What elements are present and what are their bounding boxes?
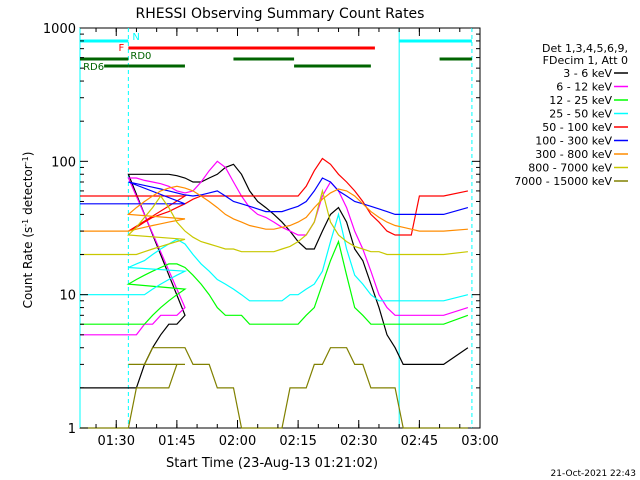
x-tick-label: 01:45 bbox=[158, 434, 195, 449]
y-axis-label-sup2: -1 bbox=[21, 156, 30, 164]
annotation-label-n: N bbox=[132, 32, 139, 43]
series-line-6 bbox=[80, 185, 468, 232]
chart-title: RHESSI Observing Summary Count Rates bbox=[136, 6, 425, 22]
x-tick-label: 02:00 bbox=[219, 434, 256, 449]
x-tick-label: 03:00 bbox=[461, 434, 498, 449]
y-axis: 1 10 100 1000 bbox=[43, 22, 480, 437]
y-axis-label-group: Count Rate (s-1 detector-1) bbox=[21, 152, 36, 309]
annotation-label-rd6: RD6 bbox=[83, 62, 104, 73]
y-tick-label: 10 bbox=[59, 289, 76, 304]
legend-label: 3 - 6 keV bbox=[563, 67, 612, 80]
legend-header-line2: FDecim 1, Att 0 bbox=[543, 54, 628, 67]
annotation-label-rd0: RD0 bbox=[130, 51, 151, 62]
footer-timestamp: 21-Oct-2021 22:43 bbox=[551, 469, 636, 479]
y-tick-label: 1000 bbox=[43, 22, 76, 37]
y-axis-label-main: Count Rate (s bbox=[21, 227, 35, 309]
legend-header-line1: Det 1,3,4,5,6,9, bbox=[542, 42, 628, 55]
y-axis-label-mid: detector bbox=[21, 164, 35, 219]
legend: Det 1,3,4,5,6,9, FDecim 1, Att 0 3 - 6 k… bbox=[514, 42, 628, 188]
legend-label: 6 - 12 keV bbox=[556, 81, 612, 94]
y-tick-label: 1 bbox=[68, 422, 76, 437]
legend-label: 100 - 300 keV bbox=[535, 135, 612, 148]
x-axis-label: Start Time (23-Aug-13 01:21:02) bbox=[166, 456, 378, 471]
y-axis-label: Count Rate (s-1 detector-1) bbox=[21, 152, 36, 309]
legend-label: 7000 - 15000 keV bbox=[514, 175, 612, 188]
y-axis-label-sup1: -1 bbox=[21, 219, 30, 227]
x-tick-label: 02:15 bbox=[279, 434, 316, 449]
series-line-2 bbox=[80, 239, 469, 325]
legend-label: 800 - 7000 keV bbox=[528, 162, 612, 175]
legend-label: 50 - 100 keV bbox=[542, 121, 612, 134]
x-tick-label: 01:30 bbox=[98, 434, 135, 449]
series-line-3 bbox=[80, 212, 469, 302]
plot-area: NF RD0 RD6 bbox=[79, 27, 481, 429]
y-axis-label-end: ) bbox=[21, 152, 35, 157]
series-line-1 bbox=[80, 160, 469, 336]
legend-label: 12 - 25 keV bbox=[549, 94, 612, 107]
annotation-label-f: F bbox=[119, 43, 125, 54]
series-line-8 bbox=[80, 347, 468, 429]
x-tick-label: 02:45 bbox=[401, 434, 438, 449]
series-line-5 bbox=[80, 177, 469, 215]
legend-label: 300 - 800 keV bbox=[535, 148, 612, 161]
x-axis: 01:30 01:45 02:00 02:15 02:30 02:45 03:00 bbox=[95, 28, 499, 449]
series-line-7 bbox=[80, 188, 468, 256]
y-tick-label: 100 bbox=[51, 155, 76, 170]
legend-label: 25 - 50 keV bbox=[549, 108, 612, 121]
x-tick-label: 02:30 bbox=[340, 434, 377, 449]
